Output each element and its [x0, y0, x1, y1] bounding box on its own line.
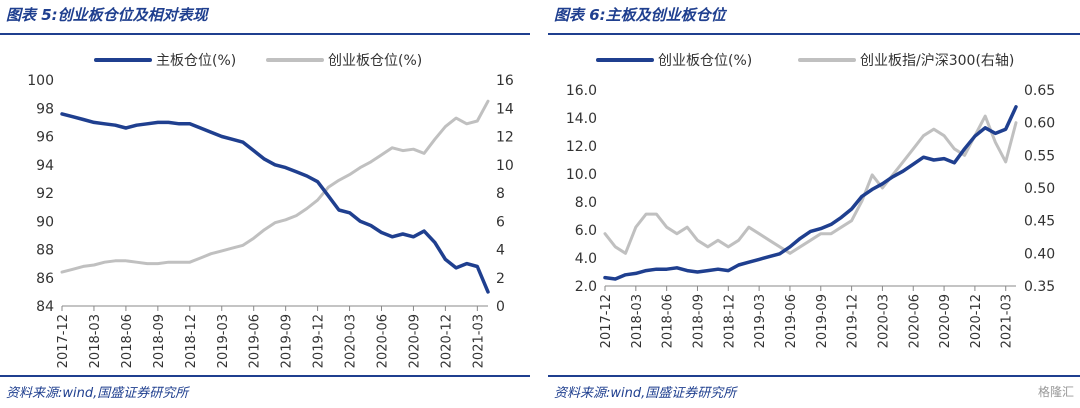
source-rule — [548, 375, 1080, 377]
series-line — [60, 99, 490, 274]
y-right-tick-label: 0 — [496, 299, 505, 315]
y-left-tick-label: 8.0 — [575, 195, 597, 211]
y-left-tick-label: 6.0 — [575, 223, 597, 239]
x-tick-label: 2018-03 — [88, 314, 103, 368]
source-note: 资料来源:wind,国盛证券研究所 — [554, 386, 737, 401]
y-left-tick-label: 88 — [36, 243, 54, 259]
x-tick-label: 2018-09 — [152, 314, 167, 368]
x-tick-label: 2018-09 — [691, 294, 706, 348]
y-left-tick-label: 98 — [36, 101, 54, 117]
x-tick-label: 2020-06 — [907, 294, 922, 348]
series-line — [603, 114, 1018, 255]
y-right-tick-label: 0.50 — [1024, 181, 1055, 197]
x-tick-label: 2017-12 — [56, 314, 71, 368]
y-right-tick-label: 0.65 — [1024, 83, 1055, 99]
figure-5-panel: 图表 5:创业板仓位及相对表现 100 98 96 94 92 90 88 86 84 16 14 1… — [0, 0, 530, 408]
y-right-tick-label: 12 — [496, 130, 514, 146]
figure-title: 图表 6:主板及创业板仓位 — [554, 6, 726, 24]
legend-label: 创业板指/沪深300(右轴) — [860, 53, 1014, 69]
title-rule — [0, 33, 530, 35]
y-right-tick-label: 6 — [496, 214, 505, 230]
legend-label: 创业板仓位(%) — [328, 53, 422, 69]
y-left-tick-label: 84 — [36, 299, 54, 315]
y-right-tick-label: 0.45 — [1024, 214, 1055, 230]
x-tick-label: 2020-03 — [344, 314, 359, 368]
x-tick-label: 2018-06 — [120, 314, 135, 368]
y-left-tick-label: 96 — [36, 130, 54, 146]
x-tick-label: 2019-03 — [753, 294, 768, 348]
y-left-tick-label: 4.0 — [575, 251, 597, 267]
y-right-tick-label: 16 — [496, 73, 514, 89]
y-left-tick-label: 90 — [36, 214, 54, 230]
y-right-tick-label: 0.55 — [1024, 148, 1055, 164]
y-right-tick-label: 2 — [496, 271, 505, 287]
y-left-tick-label: 2.0 — [575, 279, 597, 295]
y-left-tick-label: 100 — [27, 73, 54, 89]
x-tick-label: 2020-12 — [439, 314, 454, 368]
figure-title: 图表 5:创业板仓位及相对表现 — [6, 6, 208, 24]
x-tick-label: 2020-12 — [969, 294, 984, 348]
x-tick-label: 2019-03 — [216, 314, 231, 368]
title-rule — [548, 33, 1080, 35]
x-tick-label: 2018-03 — [630, 294, 645, 348]
x-tick-label: 2020-09 — [407, 314, 422, 368]
y-right-tick-label: 10 — [496, 158, 514, 174]
y-right-tick-label: 8 — [496, 186, 505, 202]
x-tick-label: 2018-06 — [661, 294, 676, 348]
x-tick-label: 2019-09 — [815, 294, 830, 348]
legend-label: 主板仓位(%) — [156, 53, 236, 69]
figure-6-panel: 图表 6:主板及创业板仓位 16.0 14.0 12.0 10.0 8.0 6.0 4.0 2… — [548, 0, 1080, 408]
y-left-tick-label: 86 — [36, 271, 54, 287]
y-left-tick-label: 94 — [36, 158, 54, 174]
x-tick-label: 2018-12 — [184, 314, 199, 368]
x-tick-label: 2019-09 — [280, 314, 295, 368]
series-line — [603, 105, 1018, 281]
x-tick-label: 2019-06 — [784, 294, 799, 348]
y-left-tick-label: 14.0 — [566, 111, 597, 127]
y-right-tick-label: 0.40 — [1024, 246, 1055, 262]
y-right-tick-label: 4 — [496, 243, 505, 259]
y-left-tick-label: 12.0 — [566, 139, 597, 155]
x-tick-label: 2020-06 — [376, 314, 391, 368]
y-right-tick-label: 0.60 — [1024, 116, 1055, 132]
x-tick-label: 2018-12 — [722, 294, 737, 348]
y-left-tick-label: 16.0 — [566, 83, 597, 99]
y-left-tick-label: 10.0 — [566, 167, 597, 183]
chart-figure-6: 16.0 14.0 12.0 10.0 8.0 6.0 4.0 2.0 0.65 0.60 0.55… — [566, 53, 1055, 348]
x-tick-label: 2019-12 — [846, 294, 861, 348]
x-tick-label: 2020-03 — [876, 294, 891, 348]
y-left-tick-label: 92 — [36, 186, 54, 202]
x-tick-label: 2019-06 — [248, 314, 263, 368]
watermark-logo: 格隆汇 — [1037, 385, 1074, 399]
series-line — [60, 112, 490, 294]
y-right-tick-label: 0.35 — [1024, 279, 1055, 295]
y-right-tick-label: 14 — [496, 101, 514, 117]
x-tick-label: 2017-12 — [599, 294, 614, 348]
source-note: 资料来源:wind,国盛证券研究所 — [6, 386, 189, 401]
x-tick-label: 2019-12 — [312, 314, 327, 368]
x-tick-label: 2020-09 — [938, 294, 953, 348]
x-tick-label: 2021-03 — [1000, 294, 1015, 348]
legend-label: 创业板仓位(%) — [658, 53, 752, 69]
x-tick-label: 2021-03 — [471, 314, 486, 368]
source-rule — [0, 375, 530, 377]
